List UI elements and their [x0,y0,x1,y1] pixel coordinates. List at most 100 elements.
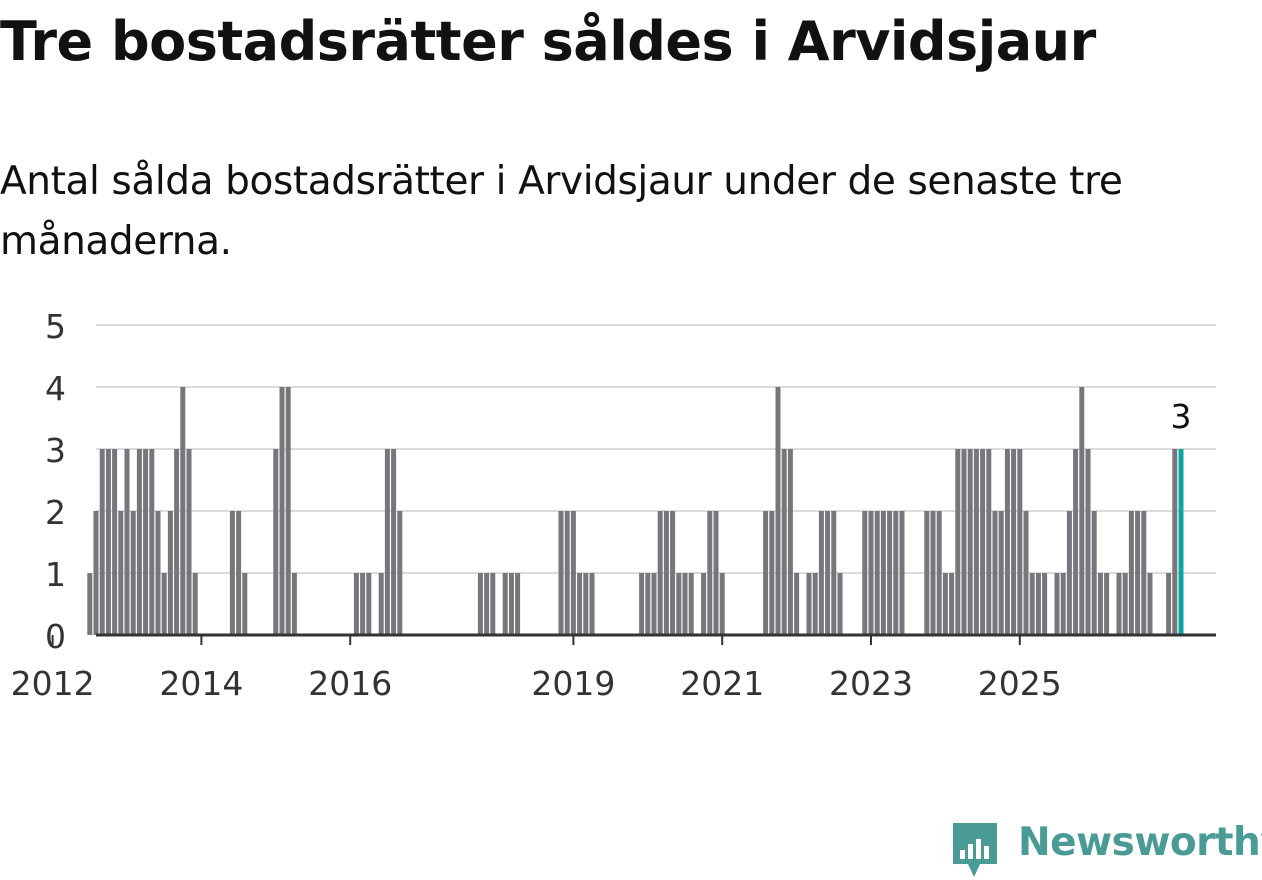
bar [688,573,694,635]
bar [880,511,886,635]
bar [570,511,576,635]
bar [1135,511,1141,635]
bar [818,511,824,635]
bar [192,573,198,635]
bar [1079,387,1085,635]
bar [1017,449,1023,635]
bar [1042,573,1048,635]
bar [186,449,192,635]
bar [1073,449,1079,635]
bar [1128,511,1134,635]
x-tick-label: 2016 [308,664,392,703]
bar [378,573,384,635]
bar [391,449,397,635]
bar [812,573,818,635]
bar [1091,511,1097,635]
bar [924,511,930,635]
bar [961,449,967,635]
bar [998,511,1004,635]
highlight-bar [1178,449,1184,635]
bar [229,511,235,635]
bar [558,511,564,635]
bar [99,449,105,635]
y-tick-label: 2 [45,493,66,532]
bar [161,573,167,635]
bar [112,449,118,635]
bar [93,511,99,635]
x-tick-label: 2019 [531,664,615,703]
bar [1066,511,1072,635]
bars [87,387,1184,635]
newsworthy-logo-icon [953,823,997,877]
bar [682,573,688,635]
bar [1122,573,1128,635]
bar [353,573,359,635]
bar [118,511,124,635]
bar [651,573,657,635]
bar [868,511,874,635]
bar [657,511,663,635]
bar [1141,511,1147,635]
bar [1023,511,1029,635]
bar [713,511,719,635]
y-axis-ticks: 0 1 2 3 4 5 [45,307,66,656]
bar [1104,573,1110,635]
newsworthy-logo-text: Newsworthy [1018,820,1262,865]
bar [639,573,645,635]
bar [384,449,390,635]
bar [862,511,868,635]
bar [242,573,248,635]
bar [583,573,589,635]
bar [477,573,483,635]
bar [1085,449,1091,635]
bar [1060,573,1066,635]
bar [1035,573,1041,635]
bar [236,511,242,635]
bar [180,387,186,635]
bar [676,573,682,635]
bar [1029,573,1035,635]
bar [167,511,173,635]
bar [490,573,496,635]
bar [136,449,142,635]
y-tick-label: 0 [45,617,66,656]
bar [291,573,297,635]
bar [285,387,291,635]
bar [174,449,180,635]
bar [502,573,508,635]
bar [775,387,781,635]
bar [949,573,955,635]
bar [707,511,713,635]
y-tick-label: 4 [45,369,66,408]
x-tick-label: 2021 [680,664,764,703]
bar [508,573,514,635]
x-tick-label: 2012 [11,664,95,703]
bar [149,449,155,635]
y-tick-label: 1 [45,555,66,594]
bar [366,573,372,635]
bar [899,511,905,635]
bar [986,449,992,635]
y-tick-label: 5 [45,307,66,346]
bar [279,387,285,635]
x-axis-ticks: 2012 2014 2016 2019 2021 2023 2025 [11,635,1062,703]
data-labels: 3 [1171,397,1192,436]
bar [124,449,130,635]
gridlines [96,324,1216,574]
bar [980,449,986,635]
bar [831,511,837,635]
bar [1147,573,1153,635]
bar [515,573,521,635]
bar [787,449,793,635]
x-tick-label: 2014 [159,664,243,703]
newsworthy-logo: Newsworthy [950,818,1262,878]
bar [397,511,403,635]
bar [701,573,707,635]
bar [143,449,149,635]
bar [130,511,136,635]
x-tick-label: 2025 [978,664,1062,703]
bar [484,573,490,635]
bar [763,511,769,635]
y-tick-label: 3 [45,431,66,470]
bar [1172,449,1178,635]
